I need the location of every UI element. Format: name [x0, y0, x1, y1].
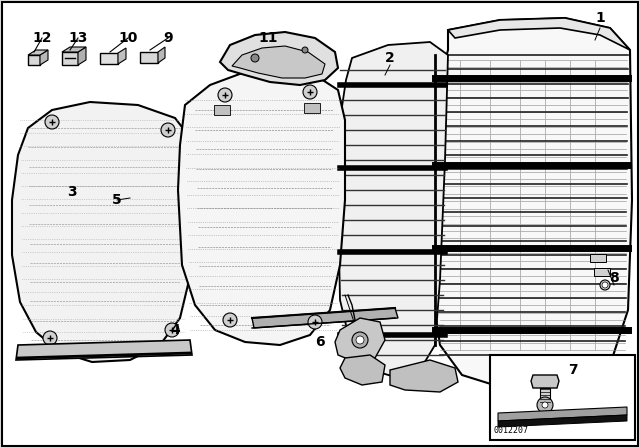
Circle shape — [45, 115, 59, 129]
Text: 6: 6 — [315, 335, 325, 349]
Polygon shape — [78, 47, 86, 65]
Polygon shape — [531, 375, 559, 388]
Polygon shape — [12, 102, 195, 362]
Polygon shape — [335, 318, 385, 362]
Circle shape — [251, 54, 259, 62]
Polygon shape — [118, 48, 126, 64]
Polygon shape — [178, 70, 345, 345]
Circle shape — [161, 123, 175, 137]
Text: 4: 4 — [170, 323, 180, 337]
Text: 9: 9 — [163, 31, 173, 45]
Polygon shape — [340, 355, 385, 385]
Polygon shape — [338, 42, 448, 378]
Polygon shape — [220, 32, 338, 85]
Polygon shape — [498, 407, 627, 421]
Circle shape — [43, 331, 57, 345]
Circle shape — [537, 397, 553, 413]
Circle shape — [223, 313, 237, 327]
Circle shape — [352, 332, 368, 348]
Text: 10: 10 — [118, 31, 138, 45]
Polygon shape — [594, 268, 610, 276]
Text: 1: 1 — [595, 11, 605, 25]
Polygon shape — [158, 47, 165, 63]
Text: 7: 7 — [568, 363, 578, 377]
Polygon shape — [100, 53, 118, 64]
Circle shape — [303, 85, 317, 99]
Polygon shape — [28, 55, 40, 65]
Circle shape — [308, 315, 322, 329]
Circle shape — [302, 47, 308, 53]
Polygon shape — [390, 360, 458, 392]
Text: 13: 13 — [68, 31, 88, 45]
Bar — [490, 355, 635, 440]
Polygon shape — [62, 47, 86, 52]
Circle shape — [356, 336, 364, 344]
Polygon shape — [448, 18, 630, 50]
Polygon shape — [540, 388, 550, 403]
Circle shape — [600, 280, 610, 290]
Text: 3: 3 — [67, 185, 77, 199]
Text: 8: 8 — [609, 271, 619, 285]
Polygon shape — [304, 103, 320, 113]
Polygon shape — [140, 52, 158, 63]
Polygon shape — [232, 46, 325, 78]
Text: 11: 11 — [259, 31, 278, 45]
Polygon shape — [16, 340, 192, 360]
Polygon shape — [252, 308, 398, 328]
Circle shape — [602, 282, 608, 288]
Circle shape — [542, 402, 548, 408]
Polygon shape — [432, 18, 632, 390]
Circle shape — [218, 88, 232, 102]
Text: 2: 2 — [385, 51, 395, 65]
Polygon shape — [590, 254, 606, 262]
Text: 0012207: 0012207 — [494, 426, 529, 435]
Polygon shape — [214, 105, 230, 115]
Text: 5: 5 — [112, 193, 122, 207]
Polygon shape — [62, 52, 78, 65]
Circle shape — [165, 323, 179, 337]
Polygon shape — [28, 50, 48, 55]
Text: 12: 12 — [32, 31, 52, 45]
Polygon shape — [40, 50, 48, 65]
Polygon shape — [498, 415, 627, 427]
